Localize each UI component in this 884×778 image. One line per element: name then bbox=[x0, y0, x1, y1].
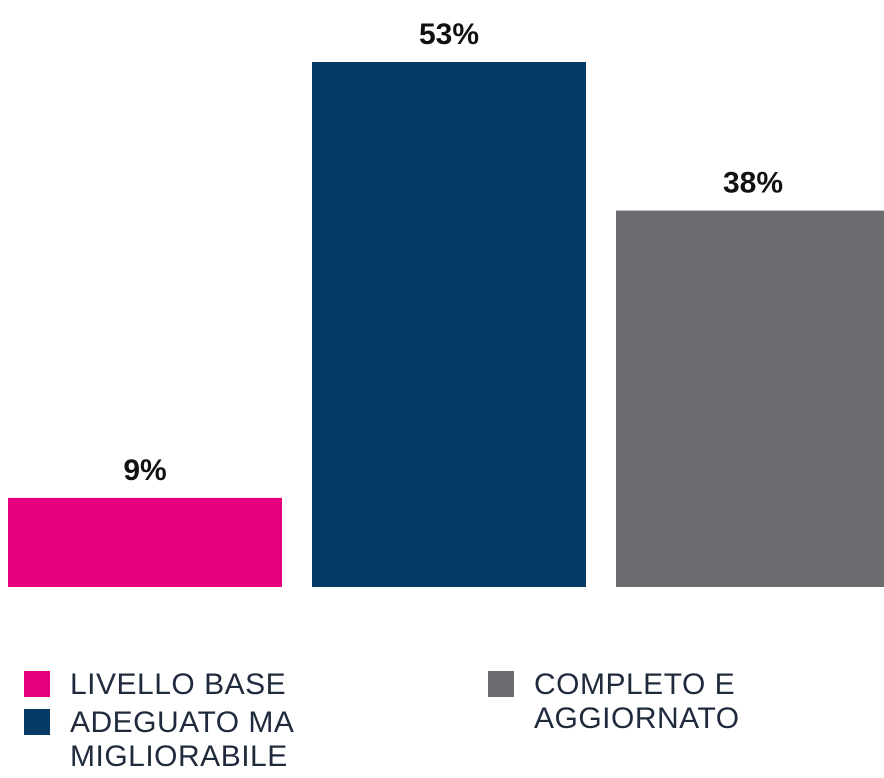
legend-label-completo-e-aggiornato: COMPLETO E AGGIORNATO bbox=[534, 668, 740, 735]
legend-item-adeguato-ma-migliorabile: ADEGUATO MA MIGLIORABILE bbox=[24, 706, 390, 774]
bar-chart: 9% 53% 38% bbox=[8, 18, 884, 587]
bar-adeguato-ma-migliorabile bbox=[312, 62, 586, 587]
bar-completo-e-aggiornato bbox=[616, 210, 884, 587]
legend-item-completo-e-aggiornato: COMPLETO E AGGIORNATO bbox=[488, 668, 854, 736]
legend-item-livello-base: LIVELLO BASE bbox=[24, 668, 390, 702]
legend-swatch-livello-base bbox=[24, 671, 50, 697]
bar-livello-base bbox=[8, 497, 282, 587]
value-label-completo-e-aggiornato: 38% bbox=[723, 167, 783, 200]
legend-swatch-completo-e-aggiornato bbox=[488, 671, 514, 697]
value-label-adeguato-ma-migliorabile: 53% bbox=[419, 18, 479, 51]
legend-label-adeguato-ma-migliorabile: ADEGUATO MA MIGLIORABILE bbox=[70, 706, 295, 773]
legend-label-livello-base: LIVELLO BASE bbox=[70, 668, 287, 701]
value-label-livello-base: 9% bbox=[123, 454, 166, 487]
legend-swatch-adeguato-ma-migliorabile bbox=[24, 709, 50, 735]
